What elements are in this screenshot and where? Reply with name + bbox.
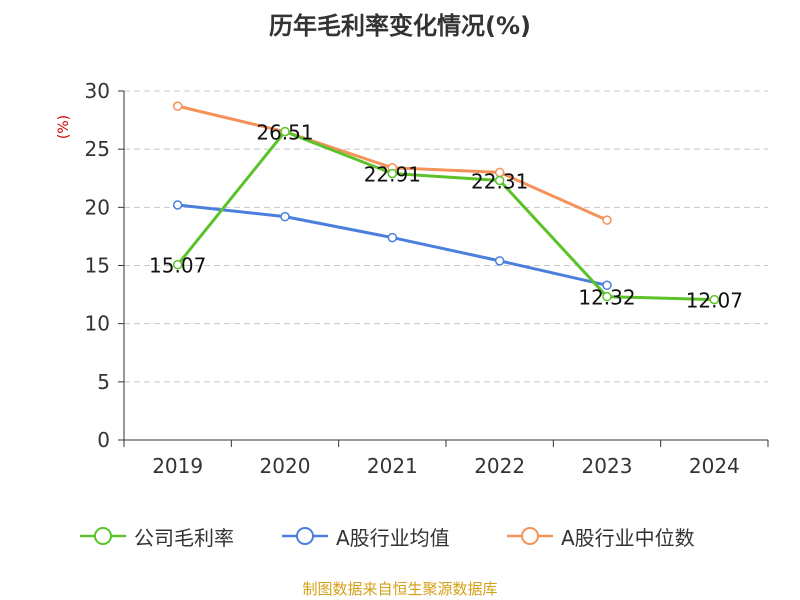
data-label: 12.07 [686,289,743,313]
data-point [494,175,505,186]
series-line [177,203,608,287]
x-tick-label: 2020 [260,454,311,478]
data-point [172,259,183,270]
data-point [172,101,183,111]
x-tick-label: 2019 [152,454,203,478]
chart-title: 历年毛利率变化情况(%) [269,12,531,40]
y-tick-label: 0 [97,428,110,452]
legend-marker-icon [507,527,553,545]
data-point [602,291,612,302]
data-point [172,200,183,210]
x-tick-label: 2024 [689,454,740,478]
data-point [602,215,612,225]
data-label: 15.07 [149,254,206,278]
y-axis-label: (%) [56,115,72,139]
legend-item[interactable]: 公司毛利率 [80,521,234,551]
data-point [387,232,398,243]
y-tick-label: 15 [85,254,110,278]
legend-item[interactable]: A股行业均值 [282,521,450,551]
data-point [494,256,505,266]
legend-label: A股行业均值 [336,525,450,550]
legend-marker-icon [282,527,328,545]
data-point [280,126,290,137]
legend-item[interactable]: A股行业中位数 [507,521,695,551]
chart-legend: 公司毛利率 A股行业均值 A股行业中位数 [0,521,800,551]
y-tick-label: 5 [97,370,110,394]
series-line [176,130,715,302]
legend-label: A股行业中位数 [561,525,695,550]
y-tick-label: 25 [85,137,110,161]
y-tick-label: 30 [85,79,110,103]
x-tick-label: 2023 [582,454,633,478]
y-tick-label: 10 [85,312,110,336]
data-point [387,168,398,179]
data-label: 12.32 [578,286,635,310]
y-tick-label: 20 [85,195,110,219]
x-tick-label: 2022 [474,454,525,478]
data-label: 26.51 [256,121,313,145]
data-source-note: 制图数据来自恒生聚源数据库 [302,580,498,598]
data-label: 22.91 [364,162,421,186]
x-tick-label: 2021 [367,454,418,478]
legend-label: 公司毛利率 [134,525,234,550]
data-point [602,280,612,291]
data-label: 22.31 [471,169,528,193]
legend-marker-icon [80,527,126,545]
data-point [709,294,720,305]
data-point [280,211,290,222]
